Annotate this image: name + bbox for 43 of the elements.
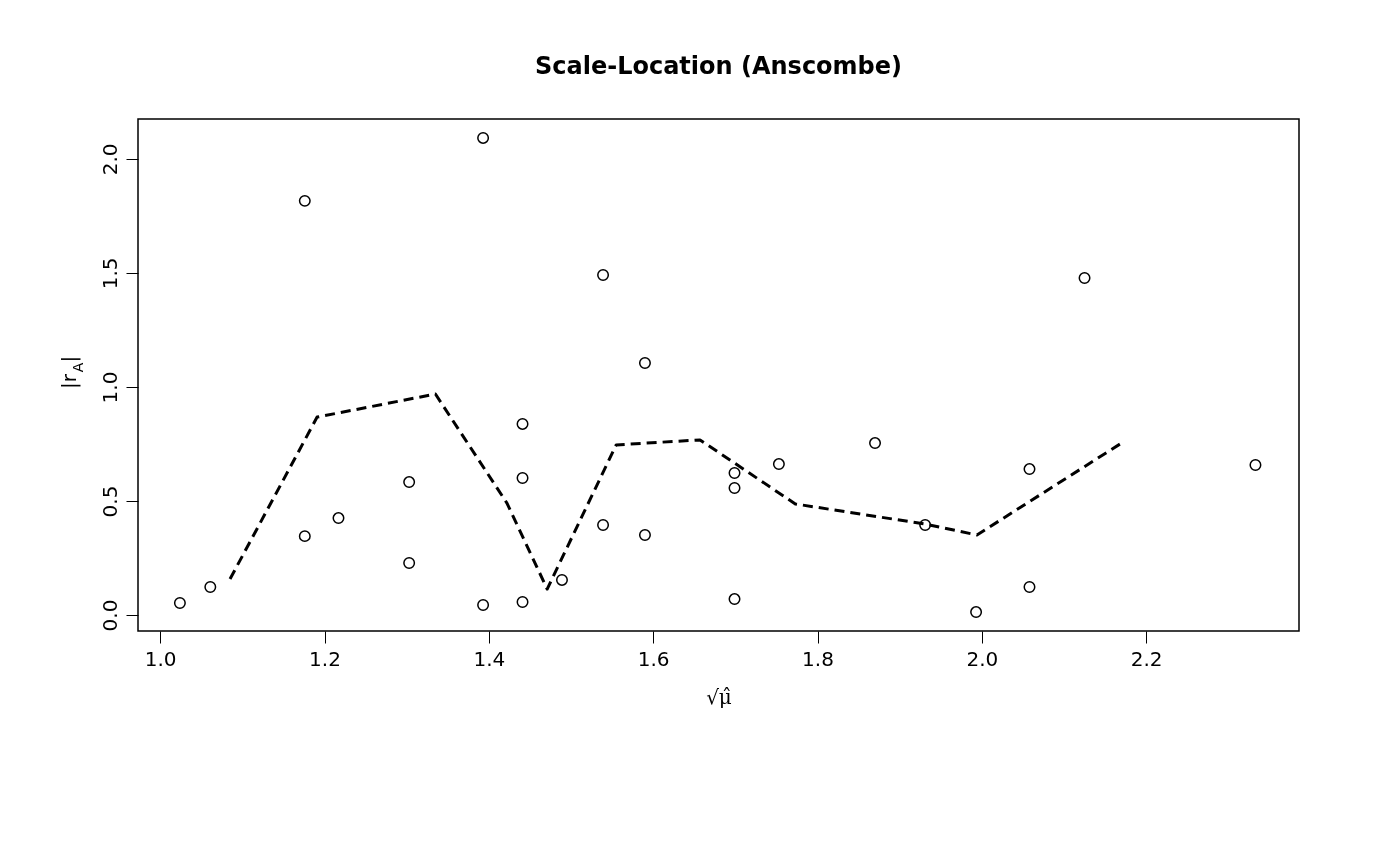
point: [728, 466, 741, 479]
point: [555, 573, 568, 586]
x-tick-label: 1.8: [802, 646, 834, 671]
x-tick-label: 2.2: [1130, 646, 1163, 671]
x-tick-label: 1.4: [473, 646, 506, 671]
x-tick-label: 1.6: [637, 646, 670, 671]
point: [772, 458, 785, 471]
point: [1249, 458, 1262, 471]
x-tick-label: 2.0: [966, 646, 999, 671]
point: [403, 476, 416, 489]
point: [638, 357, 651, 370]
point: [477, 131, 490, 144]
chart-title: Scale-Location (Anscombe): [534, 52, 903, 80]
point: [1023, 463, 1036, 476]
point: [477, 599, 490, 611]
point: [638, 529, 651, 541]
point: [516, 596, 529, 609]
y-tick-label: 1.5: [97, 257, 122, 290]
y-tick-label: 2.0: [97, 143, 122, 176]
point: [204, 581, 217, 593]
point: [1023, 581, 1036, 593]
x-tick-label: 1.2: [309, 646, 341, 671]
point: [597, 518, 610, 531]
point: [869, 437, 882, 450]
point: [728, 593, 741, 606]
y-tick-label: 0.0: [97, 599, 122, 632]
point: [597, 269, 610, 281]
point: [298, 194, 311, 207]
y-tick-label: 0.5: [97, 485, 122, 518]
point: [173, 596, 186, 609]
point: [1078, 271, 1091, 284]
point: [403, 557, 416, 570]
x-axis-title: √μ̂: [706, 684, 732, 709]
y-tick-label: 1.0: [97, 371, 122, 404]
point: [919, 518, 932, 531]
point: [728, 482, 741, 494]
point: [332, 512, 345, 525]
point: [516, 471, 529, 484]
point: [516, 417, 529, 430]
x-tick-label: 1.0: [144, 646, 177, 671]
y-axis-title: |rA|: [57, 355, 86, 389]
point: [970, 606, 983, 619]
point: [298, 530, 311, 543]
